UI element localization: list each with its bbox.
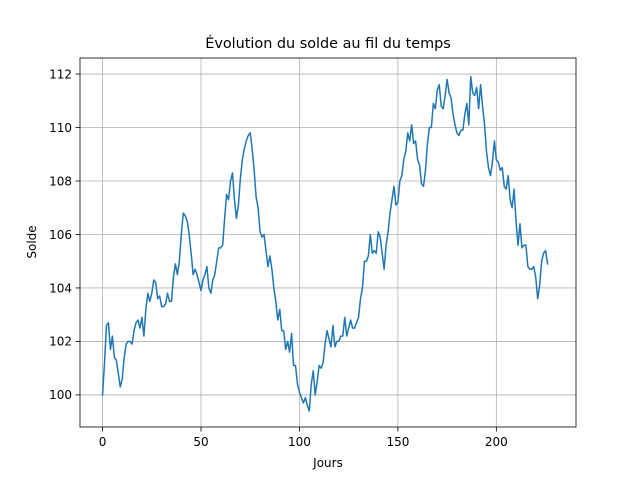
x-tick-label: 50 [193,435,208,449]
y-tick-label: 112 [49,67,72,81]
x-tick-label: 0 [99,435,107,449]
y-tick-label: 104 [49,281,72,295]
x-tick-label: 200 [485,435,508,449]
y-tick-label: 108 [49,174,72,188]
y-tick-label: 106 [49,228,72,242]
y-tick-label: 100 [49,388,72,402]
y-axis-label: Solde [25,225,39,258]
x-axis-ticks: 0 50 100 150 200 [99,427,508,449]
x-axis-label: Jours [312,456,343,470]
y-tick-label: 102 [49,335,72,349]
y-tick-label: 110 [49,121,72,135]
x-tick-label: 150 [386,435,409,449]
grid [80,58,576,427]
axes-frame [79,57,577,428]
chart-title: Évolution du solde au fil du temps [205,35,451,52]
series-line [101,75,549,412]
y-axis-ticks: 100 102 104 106 108 110 112 [49,67,80,402]
plot-frame [79,57,577,428]
data-layer [101,75,549,412]
x-tick-label: 100 [288,435,311,449]
